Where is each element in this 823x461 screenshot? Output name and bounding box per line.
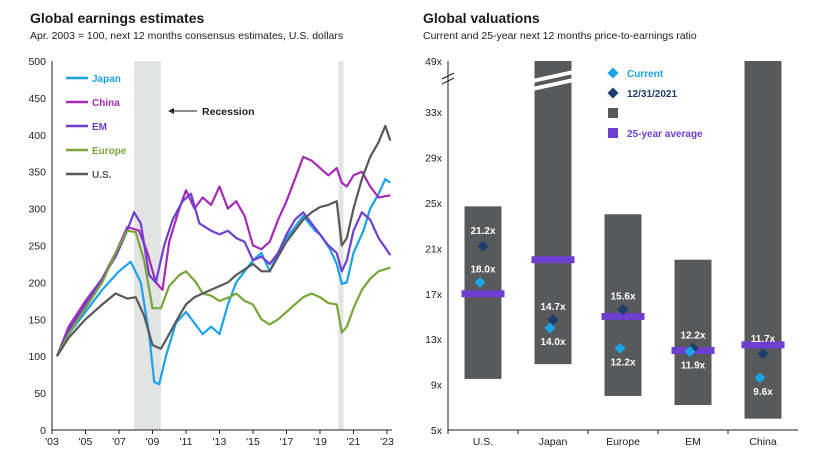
range-bar-china (744, 61, 782, 419)
avg-marker (531, 256, 575, 264)
y-tick-label: 250 (28, 241, 46, 253)
category-label: Japan (539, 436, 568, 448)
legend-label: 25-year average (627, 129, 703, 140)
avg-marker (601, 312, 645, 320)
category-label: Europe (606, 436, 640, 448)
series-line-europe (56, 229, 391, 357)
legend-label: Europe (92, 146, 127, 157)
legend-swatch (608, 108, 618, 118)
recession-annotation: Recession (202, 106, 255, 118)
x-tick-label: '17 (280, 436, 294, 448)
legend-label: 25-year range (627, 109, 692, 120)
range-bar-japan (534, 61, 572, 365)
right-chart-subtitle: Current and 25-year next 12 months price… (423, 30, 697, 42)
y-tick-label: 9x (431, 380, 443, 392)
y-tick-label: 33x (425, 107, 443, 119)
category-label: China (749, 436, 777, 448)
current-marker (754, 372, 766, 384)
series-line-china (55, 155, 391, 357)
y-tick-label: 29x (425, 153, 443, 165)
right-chart-title: Global valuations (423, 10, 540, 26)
y-tick-label: 13x (425, 334, 443, 346)
x-tick-label: '05 (79, 436, 93, 448)
x-tick-label: '03 (45, 436, 59, 448)
legend-label: U.S. (92, 170, 112, 181)
y-tick-label: 150 (28, 314, 46, 326)
legend-label: China (92, 98, 120, 109)
left-chart-title: Global earnings estimates (30, 10, 205, 26)
y-tick-label: 100 (28, 351, 46, 363)
left-chart-subtitle: Apr. 2003 = 100, next 12 months consensu… (30, 30, 344, 42)
current-label: 18.0x (470, 264, 495, 275)
dec2021-label: 12.2x (680, 330, 705, 341)
current-label: 12.2x (610, 357, 635, 368)
axis-break-mark (441, 72, 455, 85)
range-break-gap (532, 78, 574, 91)
x-tick-label: '07 (112, 436, 126, 448)
series-line-us (56, 124, 392, 357)
legend-label: Current (627, 69, 664, 80)
current-marker (614, 342, 626, 354)
y-tick-label: 17x (425, 289, 443, 301)
x-tick-label: '11 (180, 436, 193, 448)
y-tick-label: 300 (28, 204, 46, 216)
y-tick-label: 21x (425, 243, 443, 255)
current-label: 14.0x (540, 337, 565, 348)
y-tick-label: 350 (28, 167, 46, 179)
dec2021-marker (477, 240, 489, 252)
range-break-gap (532, 70, 574, 83)
dec2021-label: 21.2x (470, 226, 495, 237)
current-marker (474, 276, 486, 288)
x-tick-label: '19 (313, 436, 327, 448)
legend-label: EM (92, 122, 107, 133)
x-tick-label: '09 (146, 436, 160, 448)
dec2021-marker (617, 304, 629, 316)
y-tick-label-break: 49x (425, 56, 443, 68)
current-marker (544, 322, 556, 334)
y-tick-label: 450 (28, 93, 46, 105)
dec2021-label: 14.7x (540, 302, 565, 313)
x-tick-label: '15 (246, 436, 260, 448)
x-tick-label: '21 (347, 436, 361, 448)
legend-swatch (607, 67, 619, 79)
y-tick-label: 5x (431, 425, 443, 437)
legend-swatch (607, 87, 619, 99)
category-label: U.S. (473, 436, 493, 448)
avg-marker (741, 341, 785, 349)
y-tick-label: 25x (425, 198, 443, 210)
y-tick-label: 500 (28, 56, 46, 68)
dec2021-label: 15.6x (610, 292, 635, 303)
range-bar-em (674, 259, 712, 406)
y-tick-label: 50 (34, 388, 46, 400)
series-line-em (55, 192, 392, 357)
avg-marker (461, 290, 505, 298)
y-tick-label: 400 (28, 130, 46, 142)
series-line-japan (56, 178, 391, 386)
x-tick-label: '13 (213, 436, 227, 448)
y-tick-label: 200 (28, 277, 46, 289)
category-label: EM (685, 436, 701, 448)
legend-swatch (608, 128, 618, 138)
dec2021-marker (757, 348, 769, 360)
dec2021-label: 11.7x (751, 334, 776, 345)
legend-label: Japan (92, 74, 121, 85)
recession-arrow-head (168, 108, 174, 114)
current-marker (684, 346, 696, 358)
x-tick-label: '23 (380, 436, 394, 448)
current-label: 11.9x (681, 361, 706, 372)
legend-label: 12/31/2021 (627, 89, 677, 100)
current-label: 9.6x (753, 387, 773, 398)
y-tick-label: 0 (40, 425, 46, 437)
